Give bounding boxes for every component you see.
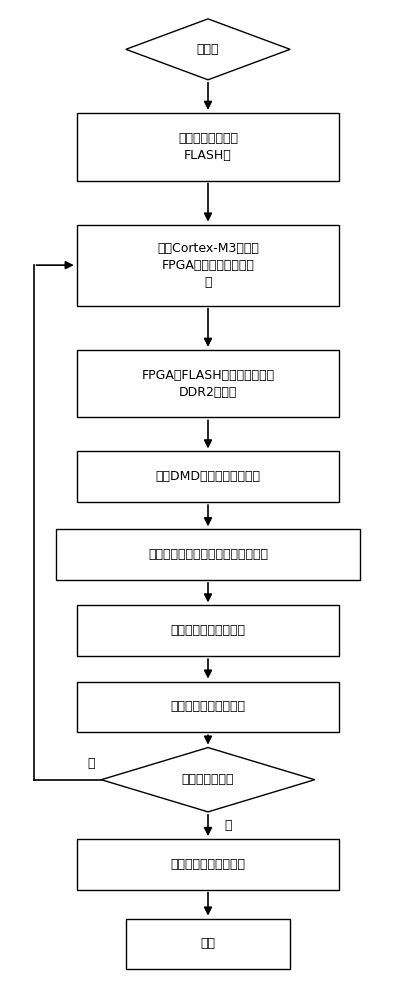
- Text: FPGA读FLASH编码条纹数据到
DDR2内存中: FPGA读FLASH编码条纹数据到 DDR2内存中: [141, 369, 275, 399]
- Text: 读寄存器数据到计算机: 读寄存器数据到计算机: [171, 858, 245, 871]
- FancyBboxPatch shape: [77, 682, 339, 732]
- FancyBboxPatch shape: [77, 225, 339, 306]
- FancyBboxPatch shape: [77, 113, 339, 181]
- FancyBboxPatch shape: [77, 451, 339, 502]
- FancyBboxPatch shape: [77, 350, 339, 417]
- FancyBboxPatch shape: [77, 605, 339, 656]
- Text: 解码: 解码: [201, 937, 215, 950]
- Text: 计算机: 计算机: [197, 43, 219, 56]
- Polygon shape: [101, 748, 315, 812]
- Text: 产生下一帧图像发送一个外同步信号: 产生下一帧图像发送一个外同步信号: [148, 548, 268, 561]
- Polygon shape: [126, 19, 290, 80]
- Text: 是否是最后一帧: 是否是最后一帧: [182, 773, 234, 786]
- FancyBboxPatch shape: [77, 839, 339, 890]
- Text: 控制Cortex-M3芯片向
FPGA发送开始编码的命
令: 控制Cortex-M3芯片向 FPGA发送开始编码的命 令: [157, 242, 259, 289]
- FancyBboxPatch shape: [126, 919, 290, 969]
- FancyBboxPatch shape: [56, 529, 360, 580]
- Text: 将编码条纹预写到
FLASH中: 将编码条纹预写到 FLASH中: [178, 132, 238, 162]
- Text: 驱动DMD连续产生编码条纹: 驱动DMD连续产生编码条纹: [156, 470, 260, 483]
- Text: 是: 是: [224, 819, 232, 832]
- Text: 否: 否: [88, 757, 95, 770]
- Text: 存储探测数据到寄存器: 存储探测数据到寄存器: [171, 700, 245, 713]
- Text: 控制板采集探测器数据: 控制板采集探测器数据: [171, 624, 245, 637]
